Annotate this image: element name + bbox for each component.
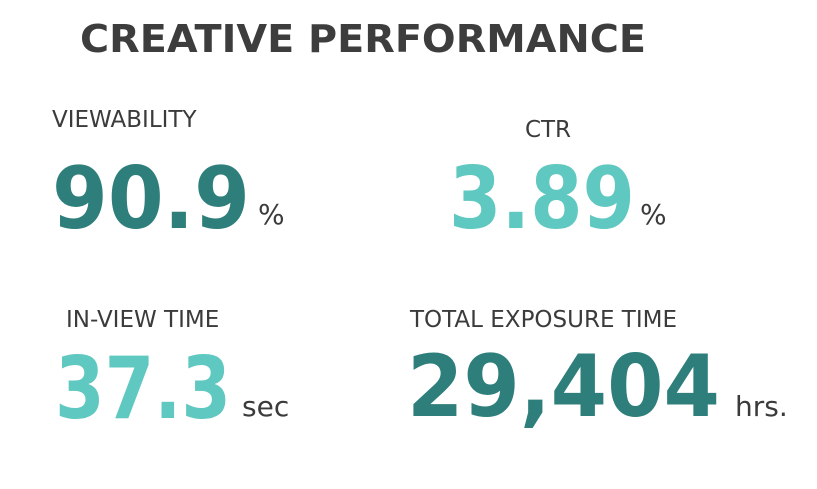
metric-unit: sec <box>242 390 289 423</box>
metric-label: VIEWABILITY <box>52 107 197 133</box>
metric-value: 37.3 <box>55 339 231 439</box>
metric-value: 90.9 <box>52 149 250 249</box>
metric-label: TOTAL EXPOSURE TIME <box>409 307 677 333</box>
metric-unit: % <box>258 198 285 231</box>
metric-value: 3.89 <box>449 149 635 249</box>
metric-label: CTR <box>525 117 571 143</box>
title: CREATIVE PERFORMANCE <box>80 17 646 61</box>
metric-unit: hrs. <box>735 390 788 423</box>
metric-unit: % <box>640 198 667 231</box>
metric-value: 29,404 <box>407 337 720 437</box>
metric-label: IN-VIEW TIME <box>66 307 219 333</box>
